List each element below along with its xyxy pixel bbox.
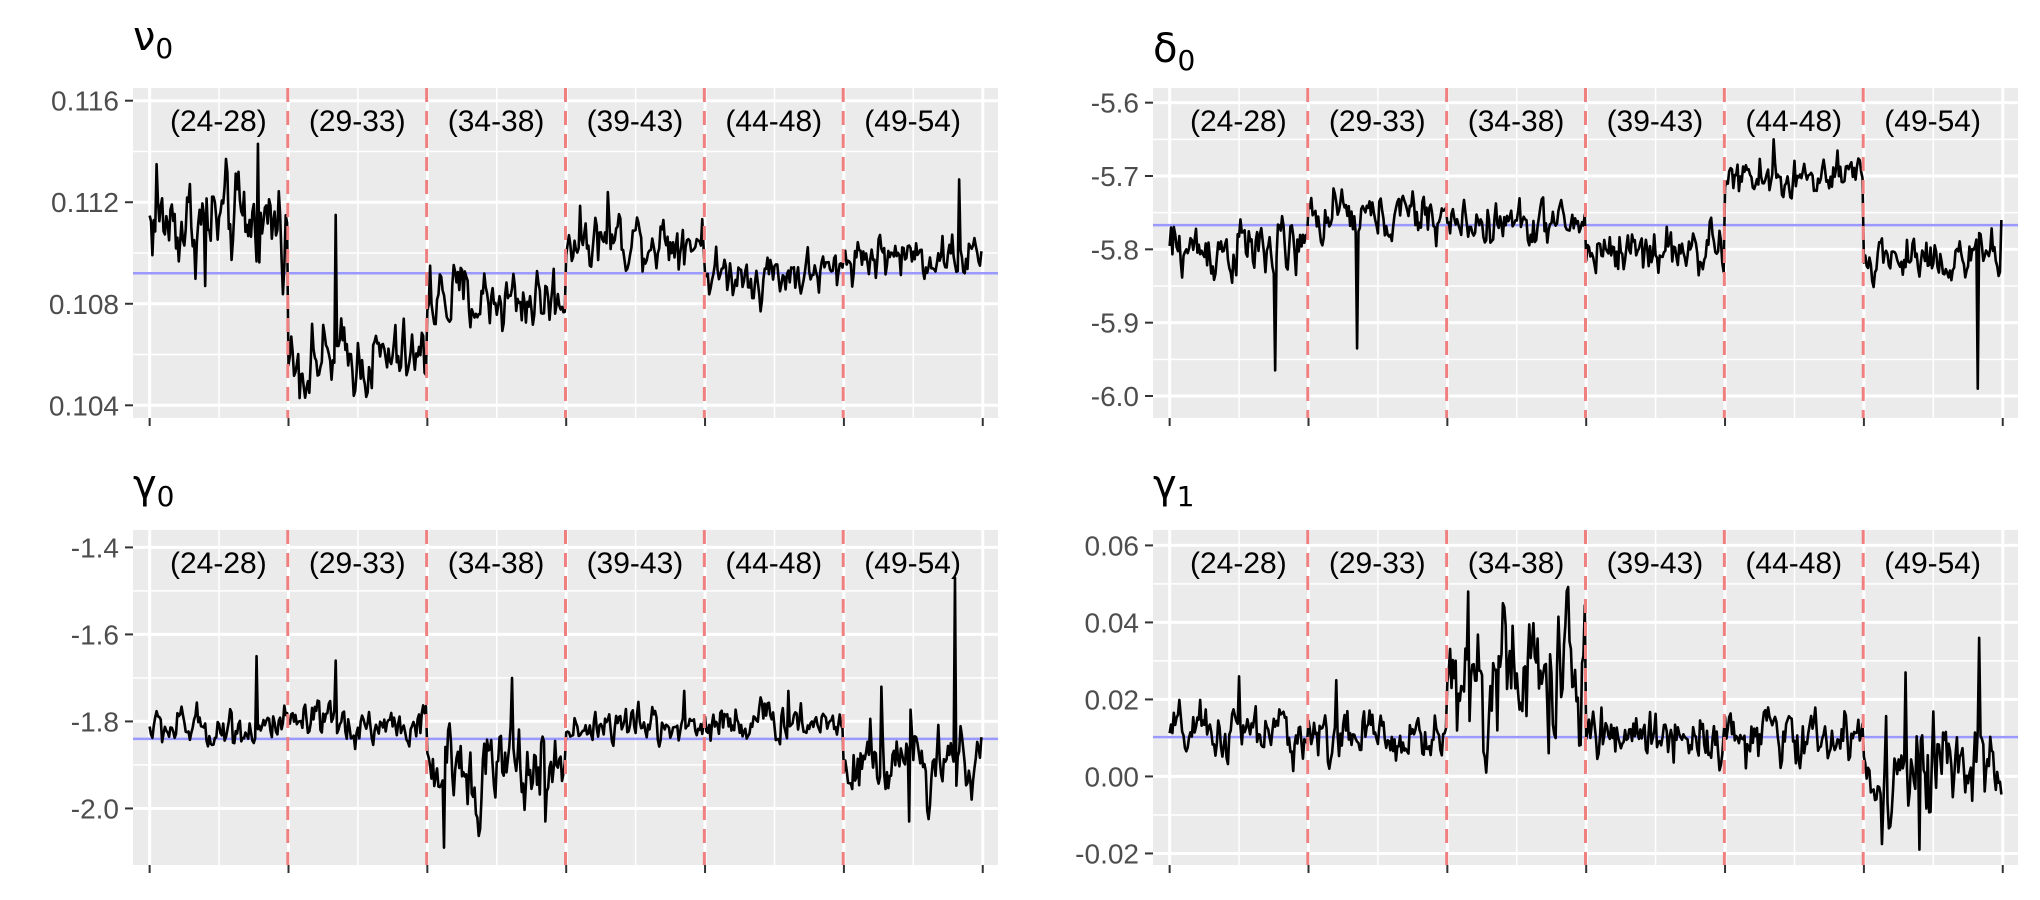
segment-label: (39-43) (587, 547, 684, 580)
segment-label: (44-48) (1745, 547, 1842, 580)
panel-3: (24-28) (29-33) (34-38) (39-43) (44-48) (49-5… (71, 462, 998, 873)
segment-label: (39-43) (1607, 105, 1704, 138)
y-tick-label: -5.6 (1091, 88, 1139, 119)
panel-1: (24-28) (29-33) (34-38) (39-43) (44-48) (49-5… (49, 14, 998, 426)
segment-label: (29-33) (309, 105, 406, 138)
panel-title: δ0 (1153, 26, 1195, 77)
panel-4: (24-28) (29-33) (34-38) (39-43) (44-48) (49-5… (1075, 462, 2018, 873)
y-tick-label: 0.108 (49, 289, 119, 320)
y-tick-label: -2.0 (71, 793, 119, 824)
segment-label: (29-33) (309, 547, 406, 580)
y-tick-label: 0.04 (1085, 607, 1140, 638)
panel-title: ν0 (133, 14, 173, 65)
panel-title: γ0 (133, 462, 175, 513)
segment-label: (34-38) (448, 547, 545, 580)
y-tick-label: 0.00 (1085, 761, 1140, 792)
segment-label: (39-43) (1607, 547, 1704, 580)
y-tick-label: 0.02 (1085, 684, 1140, 715)
segment-label: (29-33) (1329, 547, 1426, 580)
y-tick-label: -1.4 (71, 532, 119, 563)
segment-label: (29-33) (1329, 105, 1426, 138)
y-tick-label: -5.9 (1091, 308, 1139, 339)
segment-label: (44-48) (725, 547, 822, 580)
segment-label: (49-54) (864, 547, 961, 580)
y-tick-label: -5.8 (1091, 234, 1139, 265)
segment-label: (34-38) (448, 105, 545, 138)
segment-label: (44-48) (725, 105, 822, 138)
segment-label: (49-54) (1884, 105, 1981, 138)
y-tick-label: -6.0 (1091, 381, 1139, 412)
y-tick-label: -0.02 (1075, 838, 1139, 869)
y-tick-label: 0.112 (51, 187, 119, 218)
segment-label: (24-28) (170, 547, 267, 580)
segment-label: (49-54) (864, 105, 961, 138)
y-tick-label: 0.06 (1085, 530, 1140, 561)
panel-title: γ1 (1153, 462, 1195, 513)
y-tick-label: 0.104 (49, 390, 119, 421)
segment-label: (49-54) (1884, 547, 1981, 580)
y-tick-label: -5.7 (1091, 161, 1139, 192)
y-tick-label: -1.6 (71, 619, 119, 650)
segment-label: (34-38) (1468, 547, 1565, 580)
panel-2: (24-28) (29-33) (34-38) (39-43) (44-48) (49-5… (1091, 26, 2018, 426)
segment-label: (24-28) (170, 105, 267, 138)
segment-label: (34-38) (1468, 105, 1565, 138)
y-tick-label: 0.116 (51, 86, 119, 117)
segment-label: (44-48) (1745, 105, 1842, 138)
segment-label: (24-28) (1190, 547, 1287, 580)
segment-label: (24-28) (1190, 105, 1287, 138)
segment-label: (39-43) (587, 105, 684, 138)
y-tick-label: -1.8 (71, 706, 119, 737)
